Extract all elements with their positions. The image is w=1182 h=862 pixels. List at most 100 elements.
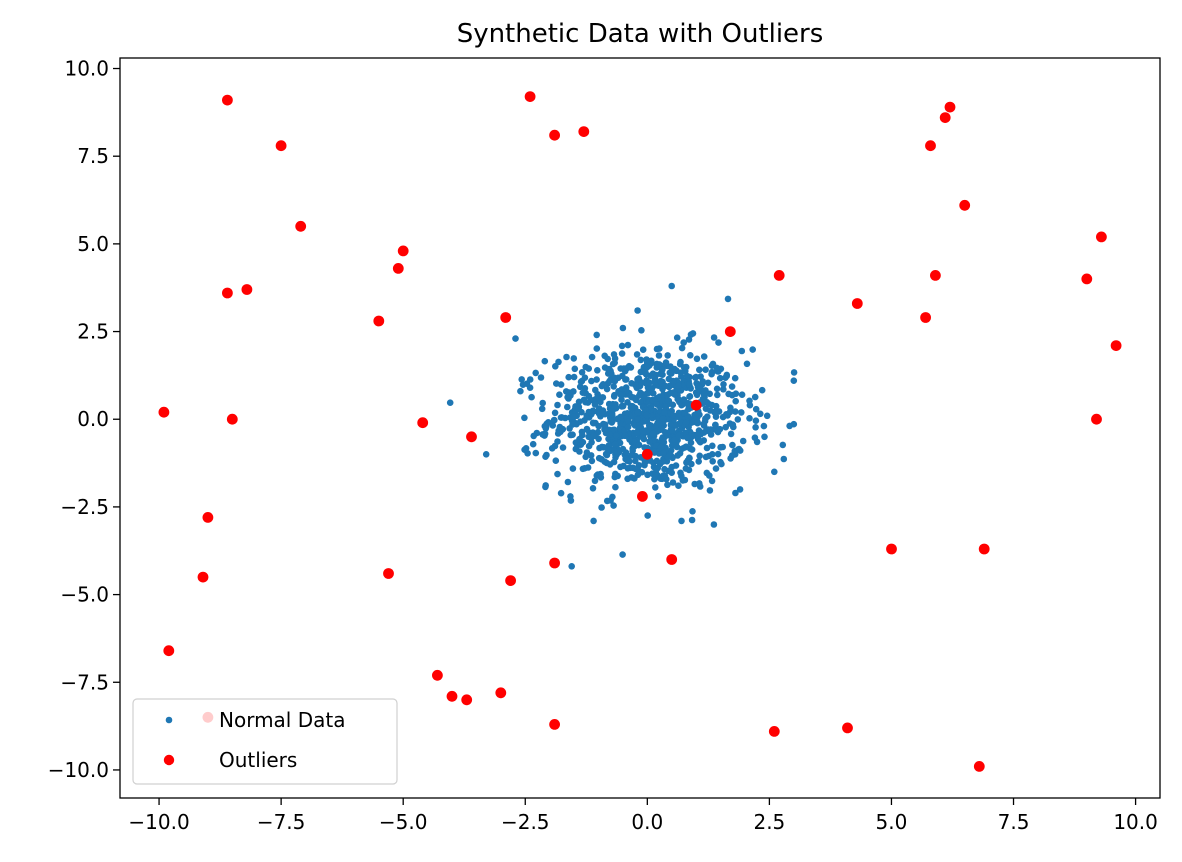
- normal-data-point: [644, 389, 651, 397]
- normal-data-point: [609, 360, 617, 368]
- normal-data-point: [716, 425, 724, 433]
- outlier-point: [724, 326, 736, 337]
- normal-data-point: [603, 497, 611, 505]
- normal-data-point: [599, 408, 606, 416]
- x-tick-label: −10.0: [128, 810, 189, 834]
- normal-data-point: [554, 401, 561, 409]
- normal-data-point: [589, 485, 597, 492]
- normal-data-point: [678, 517, 685, 525]
- normal-data-point: [582, 453, 589, 461]
- normal-data-point: [552, 457, 560, 465]
- normal-data-point: [621, 432, 629, 440]
- normal-data-point: [617, 413, 624, 421]
- legend: Normal Data Outliers: [132, 698, 398, 785]
- normal-data-point: [752, 424, 759, 431]
- normal-data-point: [658, 366, 666, 374]
- normal-data-point: [609, 493, 616, 501]
- legend-label-outliers: Outliers: [219, 748, 297, 772]
- normal-data-point: [687, 352, 694, 359]
- normal-data-point: [674, 382, 682, 390]
- normal-data-point: [704, 413, 711, 421]
- normal-data-point: [686, 454, 693, 462]
- normal-data-point: [570, 355, 578, 362]
- normal-data-point: [738, 409, 745, 416]
- normal-data-point: [618, 350, 626, 357]
- normal-data-point: [672, 462, 680, 469]
- normal-data-point: [595, 435, 602, 443]
- normal-data-point: [604, 355, 611, 363]
- normal-data-point: [703, 444, 711, 452]
- normal-data-point: [598, 394, 606, 401]
- normal-data-point: [660, 438, 668, 446]
- normal-data-point: [578, 369, 586, 376]
- normal-data-point: [644, 512, 651, 519]
- normal-data-point: [675, 432, 683, 440]
- normal-data-point: [660, 472, 667, 479]
- outlier-point: [637, 491, 648, 502]
- y-tick-label: −10.0: [48, 758, 109, 782]
- normal-data-point: [709, 442, 716, 450]
- outlier-point: [666, 554, 678, 565]
- normal-data-point: [588, 439, 595, 446]
- normal-data-point: [556, 391, 563, 399]
- legend-label-normal-data: Normal Data: [219, 708, 345, 732]
- normal-data-point: [624, 341, 632, 349]
- normal-data-point: [581, 374, 589, 382]
- normal-data-point: [649, 396, 656, 404]
- series-outliers: [158, 91, 1122, 772]
- normal-data-point: [790, 377, 798, 385]
- normal-data-point: [553, 380, 560, 387]
- normal-data-point: [675, 482, 682, 490]
- normal-data-point: [664, 397, 672, 404]
- normal-data-point: [635, 441, 642, 449]
- outlier-point: [383, 568, 394, 579]
- normal-data-point: [611, 355, 619, 362]
- normal-data-point: [570, 388, 577, 395]
- normal-data-point: [657, 443, 665, 451]
- normal-data-point: [649, 430, 657, 437]
- normal-data-point: [662, 382, 669, 390]
- y-axis: 10.0 7.5 5.0 2.5 0.0 −2.5 −5.0 −7.5 −10.0: [48, 57, 120, 782]
- series-normal-data: [446, 282, 798, 570]
- normal-data-point: [654, 493, 662, 500]
- normal-data-point: [739, 437, 747, 445]
- normal-data-point: [598, 504, 605, 511]
- normal-data-point: [580, 396, 588, 404]
- normal-data-point: [702, 366, 709, 374]
- normal-data-point: [644, 363, 651, 371]
- normal-data-point: [708, 401, 716, 409]
- normal-data-point: [576, 418, 584, 426]
- normal-data-point: [752, 405, 760, 413]
- outlier-point: [1091, 413, 1102, 425]
- normal-data-point: [611, 441, 619, 448]
- outlier-point: [202, 512, 214, 523]
- outlier-point: [500, 312, 512, 323]
- outlier-point: [392, 263, 404, 274]
- normal-data-point: [732, 489, 739, 497]
- normal-data-point: [558, 414, 566, 421]
- normal-data-point: [624, 423, 632, 431]
- normal-data-point: [611, 376, 618, 384]
- normal-data-point: [731, 374, 739, 382]
- normal-data-point: [727, 430, 735, 438]
- outlier-point: [978, 543, 990, 555]
- normal-data-point: [622, 449, 630, 456]
- normal-data-point: [732, 408, 739, 415]
- normal-data-point: [712, 408, 720, 416]
- normal-data-point: [707, 407, 714, 414]
- outlier-point: [524, 91, 536, 102]
- normal-data-point: [717, 458, 724, 466]
- normal-data-point: [668, 469, 675, 477]
- normal-data-point: [565, 373, 572, 381]
- outlier-point: [226, 413, 238, 425]
- normal-data-point: [559, 444, 567, 451]
- normal-data-point: [624, 457, 631, 465]
- normal-data-point: [627, 404, 635, 412]
- outlier-point: [944, 101, 956, 113]
- normal-data-point: [779, 441, 787, 449]
- normal-data-point: [518, 376, 525, 383]
- normal-data-point: [542, 483, 549, 491]
- normal-data-point: [736, 447, 744, 454]
- normal-data-point: [564, 403, 571, 411]
- normal-data-point: [637, 356, 645, 364]
